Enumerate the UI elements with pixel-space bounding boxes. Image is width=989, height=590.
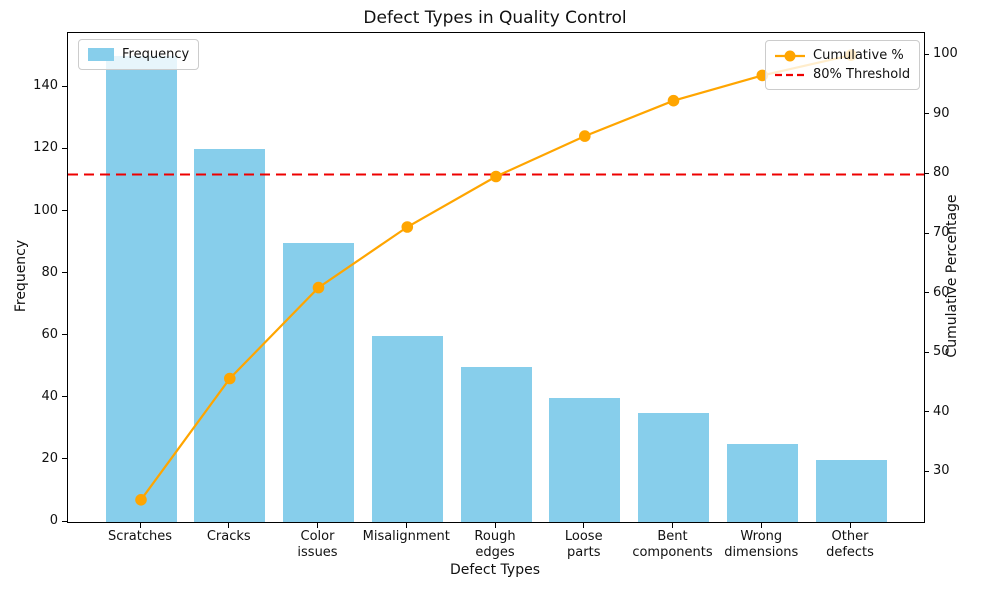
x-tick [494,523,496,528]
plot-area [67,32,925,523]
y-right-tick-label: 60 [933,284,950,300]
chart-title: Defect Types in Quality Control [363,8,627,28]
y-right-tick [924,470,929,472]
y-left-tick-label: 120 [33,140,58,156]
x-tick [672,523,673,528]
y-left-tick [62,210,67,212]
x-tick-label: Bent components [632,529,713,560]
y-right-tick-label: 90 [933,105,950,121]
x-tick-label: Wrong dimensions [724,529,799,560]
y-left-tick-label: 100 [33,202,58,218]
x-tick-label: Color issues [297,529,338,560]
x-tick [760,523,762,528]
x-tick-label: Rough edges [474,529,516,560]
x-axis-label: Defect Types [449,562,541,578]
y-left-tick-label: 0 [49,513,58,528]
y-right-tick-label: 70 [933,225,950,241]
y-left-tick [62,396,67,398]
bar-3 [371,335,443,522]
cumulative-line-sample-icon [775,50,805,61]
y-right-tick [924,232,929,234]
x-tick [849,523,851,528]
legend-item-cumulative: Cumulative % [775,46,910,65]
line-marker-6 [667,94,680,107]
x-tick-label: Loose parts [564,529,603,560]
legend-item-threshold: 80% Threshold [775,65,910,84]
bar-1 [194,149,266,522]
bar-5 [549,397,621,522]
y-right-tick-label: 100 [933,46,958,62]
x-tick-label: Misalignment [362,529,450,544]
frequency-bar-swatch-icon [88,48,114,61]
line-marker-3 [401,221,414,233]
x-tick [317,523,318,528]
y-left-tick-label: 60 [41,326,58,342]
x-tick-label: Scratches [108,529,172,544]
bar-2 [283,242,354,522]
y-right-tick [924,351,929,353]
legend-threshold-label: 80% Threshold [813,67,911,82]
y-left-tick [62,85,67,87]
y-left-tick [62,272,67,274]
y-left-tick [62,520,67,522]
y-left-tick-label: 20 [41,450,58,466]
y-left-tick-label: 80 [41,264,58,280]
bar-6 [638,413,709,522]
y-right-tick [924,292,929,294]
x-tick-label: Cracks [206,529,251,544]
legend-item-frequency: Frequency [88,45,189,64]
x-tick [405,523,407,528]
y-right-tick-label: 80 [933,165,950,181]
bar-0 [105,56,177,522]
y-right-tick [924,53,929,55]
y-right-tick-label: 30 [933,463,950,479]
legend-frequency: Frequency [78,39,200,70]
bar-7 [726,444,798,522]
y-axis-label-right: Cumulative Percentage [944,194,960,358]
x-tick [583,523,585,528]
bar-4 [460,366,532,522]
line-marker-5 [579,130,591,142]
x-tick [139,523,141,528]
y-right-tick-label: 50 [933,344,950,360]
y-left-tick [62,147,67,149]
threshold-dash-sample-icon [775,73,805,76]
line-marker-4 [490,170,502,183]
y-right-tick [924,113,929,115]
y-left-tick [62,334,67,336]
y-left-tick-label: 140 [33,78,58,94]
legend-frequency-label: Frequency [122,47,190,62]
legend-cumulative: Cumulative % 80% Threshold [765,40,921,90]
y-right-tick [924,172,929,174]
y-right-tick [924,411,929,413]
bar-8 [815,459,887,522]
x-tick-label: Other defects [826,529,874,560]
legend-cumulative-label: Cumulative % [813,48,904,63]
y-right-tick-label: 40 [933,403,950,419]
y-left-tick [62,458,67,460]
y-left-tick-label: 40 [41,388,58,404]
x-tick [228,523,230,528]
